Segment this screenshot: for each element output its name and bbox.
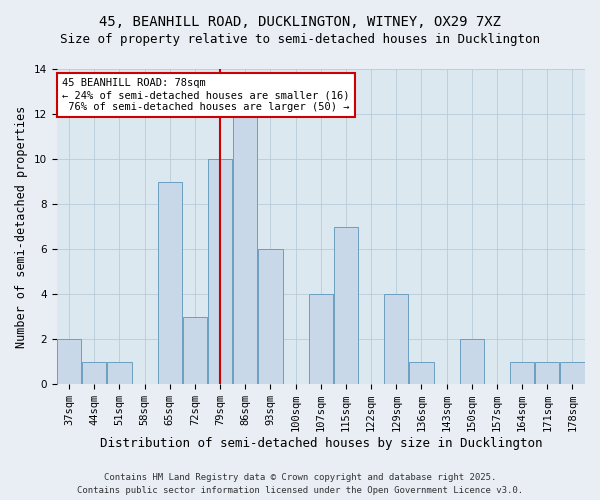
Text: Size of property relative to semi-detached houses in Ducklington: Size of property relative to semi-detach… xyxy=(60,32,540,46)
Bar xyxy=(233,114,257,384)
Bar xyxy=(460,339,484,384)
Text: 45 BEANHILL ROAD: 78sqm
← 24% of semi-detached houses are smaller (16)
 76% of s: 45 BEANHILL ROAD: 78sqm ← 24% of semi-de… xyxy=(62,78,349,112)
X-axis label: Distribution of semi-detached houses by size in Ducklington: Distribution of semi-detached houses by … xyxy=(100,437,542,450)
Bar xyxy=(107,362,131,384)
Bar xyxy=(510,362,534,384)
Bar xyxy=(82,362,106,384)
Bar xyxy=(535,362,559,384)
Bar xyxy=(560,362,584,384)
Bar xyxy=(57,339,82,384)
Text: Contains HM Land Registry data © Crown copyright and database right 2025.
Contai: Contains HM Land Registry data © Crown c… xyxy=(77,474,523,495)
Y-axis label: Number of semi-detached properties: Number of semi-detached properties xyxy=(15,106,28,348)
Bar xyxy=(334,226,358,384)
Text: 45, BEANHILL ROAD, DUCKLINGTON, WITNEY, OX29 7XZ: 45, BEANHILL ROAD, DUCKLINGTON, WITNEY, … xyxy=(99,15,501,29)
Bar xyxy=(183,316,207,384)
Bar xyxy=(308,294,333,384)
Bar xyxy=(258,249,283,384)
Bar xyxy=(384,294,409,384)
Bar xyxy=(208,159,232,384)
Bar xyxy=(409,362,434,384)
Bar xyxy=(158,182,182,384)
